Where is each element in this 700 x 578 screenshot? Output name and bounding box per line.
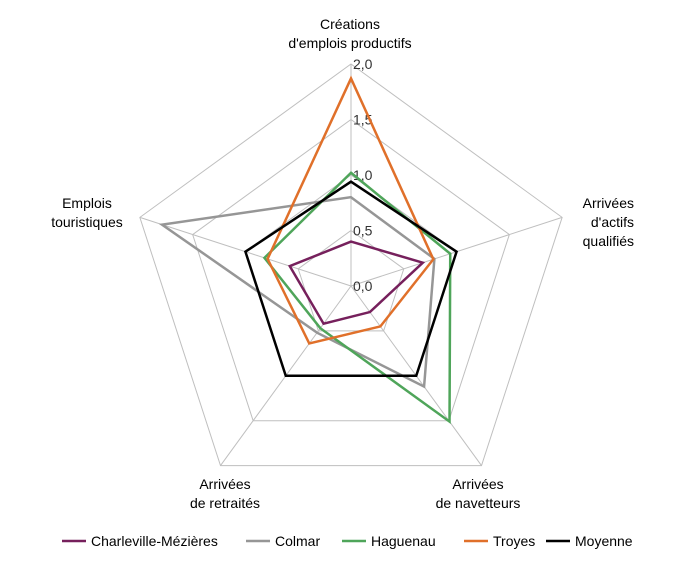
axis-label: de navetteurs	[436, 495, 521, 511]
axis-label: Créations	[320, 16, 380, 32]
series-line-charleville-m-zi-res	[287, 240, 426, 326]
series-line-moyenne	[243, 180, 459, 378]
axis-label: Emplois	[62, 195, 112, 211]
grid-ring	[297, 229, 405, 332]
tick-label: 0,5	[353, 223, 373, 239]
tick-label: 1,0	[353, 167, 373, 183]
tick-label: 2,0	[353, 56, 373, 72]
axis-label: d'actifs	[591, 214, 634, 230]
series-line-colmar	[158, 195, 436, 389]
legend-label: Colmar	[275, 533, 320, 549]
axis-label: d'emplois productifs	[288, 35, 411, 51]
legend-label: Moyenne	[575, 533, 633, 549]
series-line-troyes	[266, 75, 435, 345]
tick-label: 0,0	[353, 278, 373, 294]
legend-label: Troyes	[493, 533, 535, 549]
axis-label: qualifiés	[583, 233, 634, 249]
axis-label: de retraités	[190, 495, 260, 511]
axis-label: Arrivées	[583, 195, 634, 211]
axis-label: Arrivées	[452, 476, 503, 492]
axis-label: touristiques	[51, 214, 123, 230]
grid-ring	[139, 63, 563, 467]
axis-label: Arrivées	[199, 476, 250, 492]
legend-label: Charleville-Mézières	[91, 533, 218, 549]
legend-label: Haguenau	[371, 533, 436, 549]
